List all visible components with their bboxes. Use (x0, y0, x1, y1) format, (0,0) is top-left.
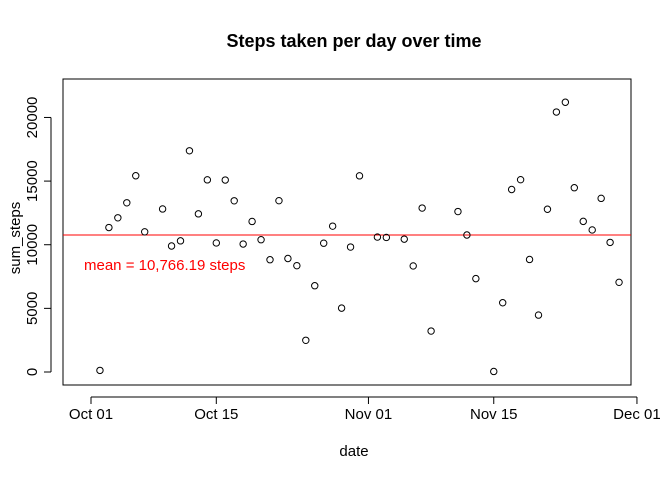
data-point (239, 240, 247, 248)
data-point (516, 175, 525, 184)
data-point (230, 197, 238, 205)
x-tick-label: Nov 15 (470, 406, 518, 423)
data-point (454, 207, 462, 216)
data-point (221, 176, 229, 184)
data-point (382, 233, 391, 242)
data-point (132, 172, 140, 180)
y-tick-label: 10000 (24, 224, 41, 266)
data-point (597, 194, 605, 203)
data-point (499, 299, 507, 307)
y-axis-label: sum_steps (7, 202, 24, 275)
data-point (588, 226, 596, 234)
data-point (472, 274, 480, 283)
data-point (203, 176, 212, 184)
data-point (167, 242, 176, 250)
data-point (105, 223, 113, 232)
data-point (427, 327, 435, 335)
data-point (346, 243, 355, 251)
data-point (525, 255, 534, 264)
y-tick-label: 20000 (24, 97, 41, 139)
data-point (123, 199, 131, 207)
mean-line-group: mean = 10,766.19 steps (63, 234, 631, 274)
data-point (490, 367, 498, 376)
data-point (463, 231, 471, 239)
data-point (552, 108, 561, 116)
chart-title: Steps taken per day over time (226, 31, 481, 51)
x-axis: Oct 01 Oct 15 Nov 01 Nov 15 Dec 01 (69, 396, 661, 423)
y-tick-label: 15000 (24, 160, 41, 202)
data-point (355, 172, 364, 180)
y-tick-label: 5000 (24, 292, 41, 325)
data-point (158, 205, 167, 213)
data-point (311, 282, 319, 290)
data-point (266, 256, 274, 264)
data-point (507, 185, 516, 194)
data-point (579, 217, 587, 226)
data-point (400, 235, 408, 243)
data-point (606, 238, 614, 247)
data-point (409, 262, 417, 270)
mean-annotation: mean = 10,766.19 steps (84, 257, 245, 274)
y-tick-label: 0 (24, 368, 41, 376)
data-points (96, 98, 623, 376)
data-point (320, 239, 328, 247)
data-point (257, 236, 265, 244)
data-point (418, 204, 426, 212)
x-axis-label: date (339, 443, 368, 460)
x-tick-label: Oct 01 (69, 406, 113, 423)
data-point (194, 210, 203, 218)
x-tick-label: Dec 01 (613, 406, 661, 423)
plot-border (62, 78, 632, 386)
data-point (570, 184, 578, 192)
data-point (141, 228, 149, 236)
data-point (275, 196, 283, 205)
data-point (373, 233, 382, 241)
data-point (328, 222, 337, 230)
data-point (284, 254, 292, 263)
x-tick-label: Oct 15 (194, 406, 238, 423)
data-point (293, 261, 301, 270)
x-tick-label: Nov 01 (345, 406, 393, 423)
data-point (543, 205, 552, 213)
data-point (212, 239, 221, 247)
data-point (561, 98, 570, 106)
data-point (337, 304, 346, 312)
data-point (615, 278, 623, 287)
data-point (96, 366, 104, 375)
data-point (248, 217, 256, 226)
data-point (176, 237, 185, 245)
data-point (185, 147, 194, 155)
data-point (534, 311, 543, 319)
data-point (302, 336, 310, 344)
y-axis: 0 5000 10000 15000 20000 (24, 97, 52, 376)
data-point (114, 214, 122, 222)
